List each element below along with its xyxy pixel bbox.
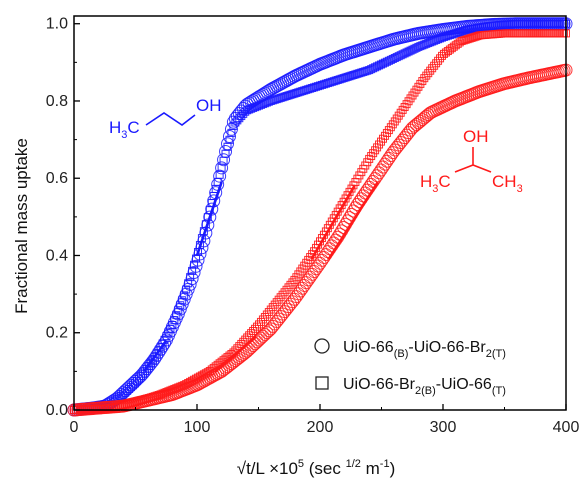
propanol-bonds — [145, 112, 196, 126]
data-point — [184, 279, 193, 288]
legend-circle-marker — [314, 338, 330, 354]
isopropanol-ch3-label: CH3 — [492, 172, 523, 195]
y-tick-label: 0.8 — [46, 93, 68, 110]
data-point — [272, 78, 286, 92]
data-point — [217, 153, 231, 167]
fit-lines — [143, 181, 379, 373]
y-tick-label: 0.2 — [46, 325, 68, 342]
x-axis-label-unit: (sec — [304, 459, 346, 478]
data-markers — [67, 17, 573, 417]
data-point — [264, 82, 278, 96]
isopropanol-h3c-label: H3C — [420, 172, 451, 195]
x-axis-label-unit-m-exp: -1 — [380, 458, 390, 470]
data-point — [219, 144, 233, 158]
data-point — [182, 285, 191, 294]
propanol-h3c-label: H3C — [109, 118, 140, 141]
y-tick-label: 1.0 — [46, 16, 68, 33]
legend-entry-1: UiO-66(B)-UiO-66-Br2(T) — [343, 339, 506, 360]
propanol-structure: H3C OH — [109, 96, 222, 141]
x-axis-label-unit-exp: 1/2 — [346, 458, 361, 470]
data-point — [172, 311, 181, 320]
data-point — [219, 156, 228, 165]
fit-line — [214, 335, 257, 373]
series-1-propanol-square — [70, 19, 570, 414]
isopropanol-bonds — [454, 164, 492, 173]
legend: UiO-66(B)-UiO-66-Br2(T) UiO-66-Br2(B)-Ui… — [314, 338, 506, 397]
axis-ticks: 0 100 200 300 400 0.0 0.2 0.4 0.6 0.8 1.0 — [46, 16, 580, 436]
data-point — [215, 161, 229, 175]
fit-line — [143, 339, 168, 373]
data-point — [178, 296, 187, 305]
data-point — [266, 81, 280, 95]
x-axis-label-close: ) — [390, 459, 396, 478]
legend-entry-2: UiO-66-Br2(B)-UiO-66(T) — [343, 376, 506, 397]
legend-square-marker — [315, 376, 329, 390]
x-tick-label: 0 — [70, 419, 79, 436]
data-point — [176, 301, 185, 310]
data-point — [276, 76, 290, 90]
fit-line — [327, 181, 379, 261]
y-axis-label: Fractional mass uptake — [12, 138, 31, 314]
data-point — [213, 169, 227, 183]
isopropanol-oh-label: OH — [463, 127, 489, 146]
x-tick-label: 300 — [430, 419, 457, 436]
data-point — [168, 321, 177, 330]
isopropanol-structure: OH H3C CH3 — [420, 127, 523, 195]
data-point — [174, 306, 183, 315]
data-point — [270, 79, 284, 93]
y-tick-label: 0.0 — [46, 402, 68, 419]
x-tick-label: 200 — [307, 419, 334, 436]
x-axis-label: √t/L ×105 (sec 1/2 m-1) — [237, 458, 396, 478]
x-axis-label-main: √t/L ×10 — [237, 459, 298, 478]
data-point — [222, 130, 236, 144]
data-point — [170, 316, 179, 325]
y-tick-label: 0.6 — [46, 170, 68, 187]
data-point — [280, 74, 294, 88]
data-point — [180, 291, 189, 300]
x-axis-label-exp: 5 — [298, 458, 304, 470]
propanol-oh-label: OH — [196, 96, 222, 115]
fit-line — [195, 181, 223, 256]
fit-line — [310, 185, 356, 261]
y-tick-label: 0.4 — [46, 247, 68, 264]
data-point — [278, 75, 292, 89]
data-point — [188, 266, 197, 275]
data-point — [268, 80, 282, 94]
data-point — [186, 273, 195, 282]
data-point — [274, 77, 288, 91]
x-tick-label: 400 — [553, 419, 580, 436]
data-point — [190, 260, 199, 269]
x-tick-label: 100 — [184, 419, 211, 436]
x-axis-label-unit-m: m — [361, 459, 380, 478]
